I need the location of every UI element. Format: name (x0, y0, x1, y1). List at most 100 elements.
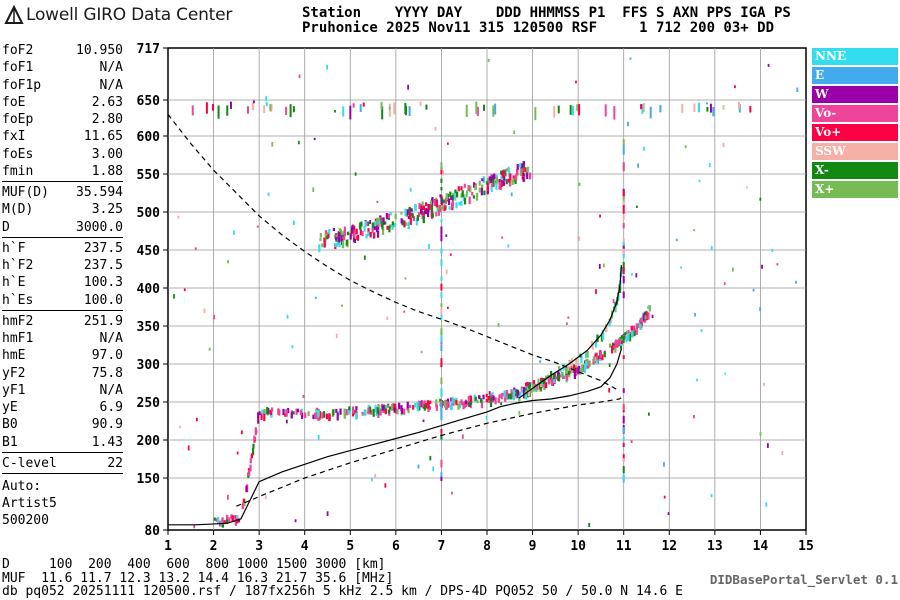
echo-point (578, 236, 581, 241)
echo-point (337, 237, 340, 243)
echo-point (251, 102, 254, 111)
echo-point (500, 170, 503, 175)
muf-table: D 100 200 400 600 800 1000 1500 3000 [km… (2, 558, 683, 599)
echo-point (406, 209, 409, 215)
echo-point (363, 255, 366, 260)
echo-point (490, 176, 493, 183)
param-value: 237.5 (83, 240, 123, 256)
echo-point (278, 409, 281, 416)
echo-point (418, 212, 421, 218)
echo-point (409, 187, 412, 192)
echo-point (425, 104, 428, 110)
param-row: h`E 100.3 (2, 274, 123, 291)
echo-point (359, 222, 362, 230)
echo-point (454, 192, 457, 201)
echo-point (594, 356, 597, 362)
echo-point (440, 276, 443, 281)
echo-point (485, 398, 488, 403)
echo-point (463, 183, 466, 188)
echo-point (622, 244, 625, 249)
echo-point (217, 105, 220, 119)
echo-point (480, 187, 483, 196)
echo-point (428, 204, 431, 211)
echo-point (494, 397, 497, 405)
echo-point (639, 323, 642, 330)
echo-point (270, 103, 273, 111)
param-value: 1.43 (91, 434, 123, 450)
param-row: hmF2 251.9 (2, 313, 123, 330)
echo-point (648, 305, 651, 312)
echo-point (633, 330, 636, 337)
echo-point (270, 407, 274, 412)
echo-point (439, 194, 442, 198)
echo-point (393, 102, 396, 115)
echo-point (367, 231, 370, 237)
echo-point (435, 199, 438, 208)
echo-point (500, 179, 503, 187)
echo-point (341, 240, 345, 249)
param-row: fmin 1.88 (2, 163, 123, 180)
legend-item-vo-: Vo+ (812, 124, 898, 141)
echo-point (700, 329, 703, 333)
echo-point (647, 305, 650, 309)
echo-point (440, 234, 443, 242)
echo-point (485, 415, 488, 420)
echo-point (404, 277, 407, 280)
echo-point (516, 168, 519, 176)
echo-point (455, 202, 458, 209)
echo-point (498, 179, 501, 183)
echo-point (371, 477, 373, 482)
echo-point (414, 204, 417, 211)
echo-point (325, 230, 328, 234)
echo-point (508, 179, 512, 187)
echo-point (440, 428, 443, 434)
echo-point (510, 192, 513, 197)
echo-point (632, 325, 635, 333)
echo-point (464, 400, 467, 405)
echo-point (602, 332, 605, 340)
echo-point (241, 503, 244, 510)
echo-point (525, 390, 528, 394)
echo-point (572, 365, 576, 372)
echo-point (498, 181, 501, 190)
echo-point (526, 167, 529, 173)
echo-point (369, 406, 372, 413)
echo-point (540, 384, 542, 387)
echo-point (251, 448, 255, 456)
echo-point (526, 381, 529, 388)
echo-point (263, 408, 266, 414)
y-tick-label: 300 (137, 358, 161, 373)
echo-point (391, 225, 394, 230)
echo-point (594, 341, 598, 348)
echo-point (663, 462, 665, 467)
echo-point (631, 330, 634, 338)
echo-point (586, 358, 589, 366)
echo-point (328, 413, 331, 422)
echo-point (576, 104, 579, 111)
param-separator (2, 181, 123, 182)
echo-point (526, 389, 529, 398)
param-name: foE (2, 94, 26, 110)
echo-point (488, 395, 492, 403)
echo-point (465, 104, 468, 118)
legend-item-x-: X+ (812, 181, 898, 198)
echo-point (335, 234, 338, 238)
echo-point (385, 212, 388, 217)
echo-point (604, 104, 607, 117)
echo-point (307, 411, 310, 417)
echo-point (292, 411, 295, 415)
auto-line: Artist5 (2, 496, 57, 511)
echo-point (435, 404, 438, 411)
echo-point (376, 217, 379, 225)
param-separator (2, 309, 123, 311)
echo-point (490, 393, 493, 397)
echo-point (622, 267, 625, 275)
echo-point (183, 288, 186, 292)
profile-lower-dashed-line (236, 395, 625, 507)
legend-item-x-: X- (812, 162, 898, 179)
echo-point (352, 225, 356, 232)
y-tick-label: 80 (144, 524, 160, 539)
echo-point (416, 406, 419, 412)
echo-point (557, 366, 561, 370)
param-value: 237.5 (83, 258, 123, 273)
